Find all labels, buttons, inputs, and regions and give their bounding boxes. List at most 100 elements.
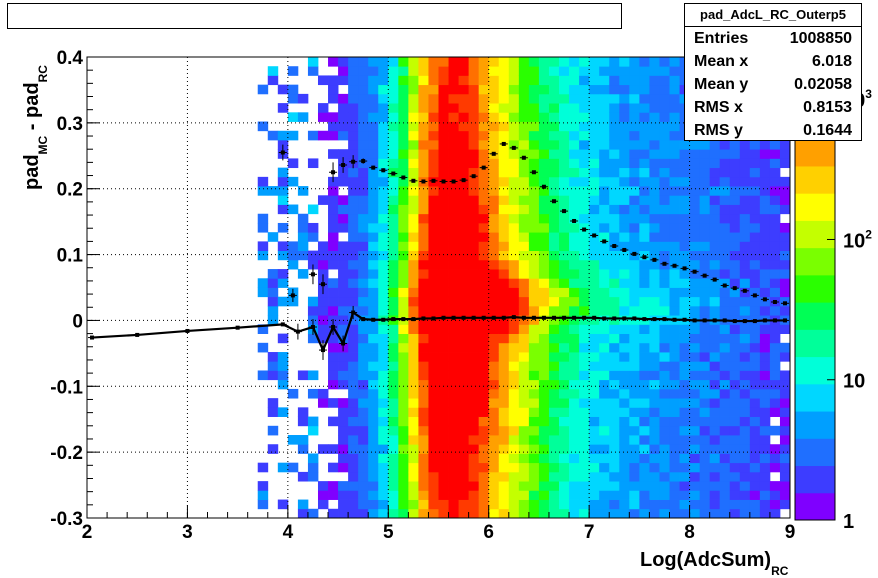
mean-profile-marker	[351, 159, 356, 164]
heatmap-cell	[358, 84, 369, 95]
heatmap-cell	[649, 370, 660, 381]
heatmap-cell	[458, 388, 470, 399]
heatmap-cell	[498, 453, 510, 464]
heatmap-cell	[699, 462, 711, 473]
heatmap-cell	[328, 93, 339, 104]
heatmap-cell	[518, 324, 530, 334]
heatmap-cell	[468, 508, 480, 519]
heatmap-cell	[709, 222, 721, 233]
heatmap-cell	[538, 269, 550, 279]
heatmap-cell	[569, 241, 580, 252]
heatmap-cell	[458, 250, 470, 261]
heatmap-cell	[428, 352, 439, 362]
heatmap-cell	[699, 305, 711, 316]
palette-swatch	[795, 247, 835, 276]
heatmap-cell	[749, 259, 761, 270]
heatmap-cell	[649, 453, 660, 464]
heatmap-cell	[749, 342, 761, 353]
heatmap-cell	[559, 352, 570, 362]
heatmap-cell	[428, 186, 439, 196]
heatmap-cell	[528, 250, 540, 261]
heatmap-cell	[498, 167, 510, 178]
heatmap-cell	[257, 176, 269, 187]
heatmap-cell	[348, 57, 359, 67]
heatmap-cell	[719, 499, 731, 510]
heatmap-cell	[328, 352, 339, 362]
heatmap-cell	[408, 213, 419, 224]
heatmap-cell	[699, 407, 711, 417]
heatmap-cell	[749, 508, 761, 519]
heatmap-cell	[458, 305, 470, 316]
heatmap-cell	[569, 66, 580, 76]
heatmap-cell	[679, 149, 690, 159]
heatmap-cell	[559, 149, 570, 159]
heatmap-cell	[739, 278, 751, 288]
heatmap-cell	[418, 444, 429, 454]
heatmap-cell	[488, 398, 500, 408]
heatmap-cell	[559, 305, 570, 316]
mean-profile-marker	[682, 266, 687, 271]
heatmap-cell	[659, 435, 670, 445]
heatmap-cell	[358, 57, 369, 67]
heatmap-cell	[338, 481, 349, 491]
heatmap-cell	[599, 158, 610, 169]
heatmap-cell	[619, 398, 630, 408]
heatmap-cell	[609, 471, 620, 482]
heatmap-cell	[579, 232, 590, 242]
heatmap-cell	[538, 121, 550, 132]
heatmap-cell	[338, 296, 349, 307]
heatmap-cell	[468, 158, 480, 169]
heatmap-cell	[388, 130, 399, 141]
heatmap-cell	[599, 269, 610, 279]
heatmap-cell	[378, 112, 389, 122]
heatmap-cell	[649, 57, 660, 67]
heatmap-cell	[498, 361, 510, 371]
heatmap-cell	[589, 259, 600, 270]
heatmap-cell	[488, 167, 500, 178]
heatmap-cell	[589, 379, 600, 390]
heatmap-cell	[338, 75, 349, 86]
heatmap-cell	[448, 57, 459, 67]
heatmap-cell	[287, 66, 299, 76]
heatmap-cell	[358, 103, 369, 113]
heatmap-cell	[769, 453, 781, 464]
palette-swatch	[795, 274, 835, 303]
heatmap-cell	[488, 379, 500, 390]
heatmap-cell	[699, 259, 711, 270]
heatmap-cell	[719, 444, 731, 454]
heatmap-cell	[408, 388, 419, 399]
heatmap-cell	[478, 490, 490, 500]
heatmap-cell	[579, 130, 590, 141]
heatmap-cell	[338, 508, 349, 519]
heatmap-cell	[569, 379, 580, 390]
heatmap-cell	[388, 204, 399, 215]
heatmap-cell	[468, 278, 480, 288]
heatmap-cell	[749, 250, 761, 261]
heatmap-cell	[398, 93, 409, 104]
heatmap-cell	[629, 324, 640, 334]
heatmap-cell	[659, 379, 670, 390]
y-tick-label: -0.1	[50, 377, 83, 398]
heatmap-cell	[448, 167, 459, 178]
heatmap-cell	[468, 84, 480, 95]
heatmap-cell	[629, 84, 640, 95]
heatmap-cell	[468, 269, 480, 279]
heatmap-cell	[548, 435, 560, 445]
heatmap-cell	[408, 342, 419, 353]
heatmap-cell	[729, 499, 741, 510]
heatmap-cell	[458, 287, 470, 298]
heatmap-cell	[528, 121, 540, 132]
heatmap-cell	[448, 416, 459, 427]
heatmap-cell	[599, 204, 610, 215]
heatmap-cell	[579, 453, 590, 464]
heatmap-cell	[448, 471, 459, 482]
heatmap-cell	[538, 222, 550, 233]
heatmap-cell	[649, 232, 660, 242]
heatmap-cell	[538, 370, 550, 381]
heatmap-cell	[398, 57, 409, 67]
heatmap-cell	[629, 195, 640, 205]
heatmap-cell	[378, 444, 389, 454]
heatmap-cell	[468, 213, 480, 224]
x-tick-label: 9	[785, 522, 796, 543]
heatmap-cell	[438, 259, 449, 270]
